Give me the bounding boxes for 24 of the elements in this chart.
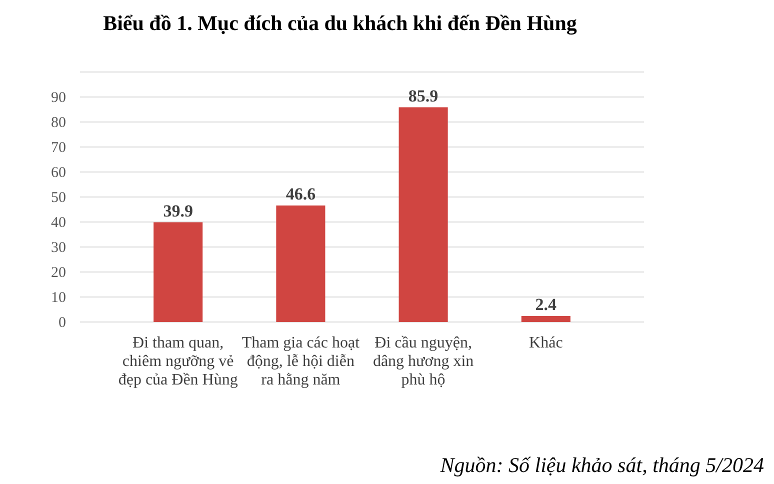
x-tick-label: Đi cầu nguyện, dâng hương xin phù hộ — [372, 334, 474, 388]
y-tick-label: 40 — [51, 214, 66, 231]
data-label: 85.9 — [408, 86, 438, 106]
bar — [154, 222, 203, 322]
text: Nguồn: Số liệu khảo sát, tháng 5/2024 — [439, 453, 764, 477]
bar — [521, 316, 570, 322]
x-tick-label: Đi tham quan, chiêm ngưỡng vẻ đẹp của Đền Hùng — [118, 334, 238, 388]
y-tick-label: 10 — [51, 290, 66, 306]
bar — [398, 107, 448, 322]
data-label: 39.9 — [163, 201, 193, 220]
y-tick-label: 90 — [51, 90, 66, 106]
data-label: 2.4 — [535, 295, 558, 314]
y-tick-label: 70 — [51, 140, 66, 156]
chart-title: Biểu đồ 1. Mục đích của du khách khi đến Đền Hùng — [103, 11, 578, 35]
x-tick-label: Khác — [529, 334, 563, 352]
y-tick-label: 20 — [51, 264, 66, 281]
x-tick-label: Tham gia các hoạt động, lễ hội diễn ra hằng năm — [242, 334, 360, 388]
y-tick-label: 60 — [51, 164, 66, 181]
data-label: 46.6 — [286, 184, 316, 204]
y-tick-label: 30 — [51, 240, 66, 256]
y-tick-label: 0 — [58, 314, 66, 331]
bar — [276, 206, 326, 322]
y-tick-label: 50 — [51, 190, 66, 206]
y-tick-label: 80 — [51, 114, 66, 131]
